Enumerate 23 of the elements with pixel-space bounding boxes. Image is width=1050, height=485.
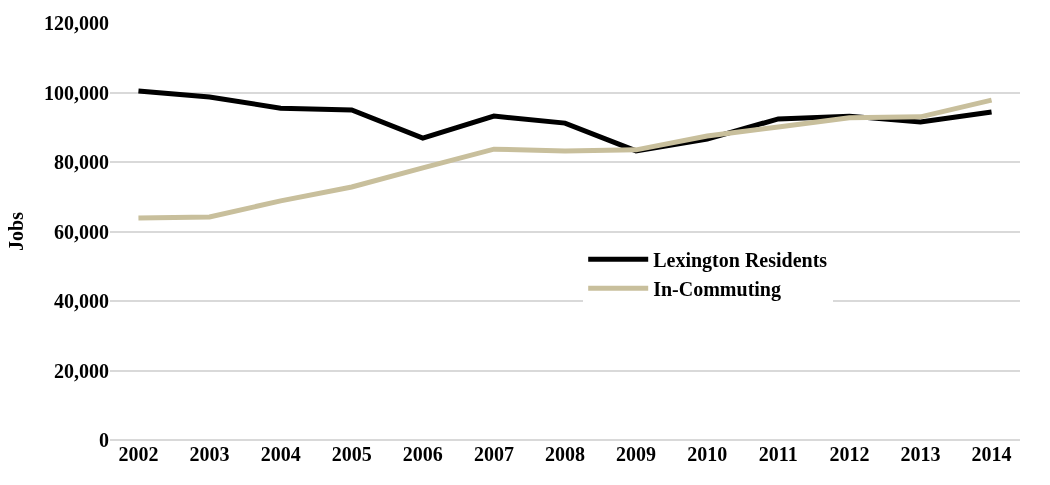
x-tick-label: 2006 xyxy=(402,443,443,465)
y-tick-label: 120,000 xyxy=(44,12,109,34)
x-tick-label: 2004 xyxy=(260,443,301,465)
y-tick-label: 0 xyxy=(99,429,109,451)
y-tick-label: 80,000 xyxy=(54,151,109,173)
x-tick-label: 2005 xyxy=(331,443,372,465)
x-tick-label: 2010 xyxy=(687,443,728,465)
x-tick-label: 2011 xyxy=(758,443,798,465)
y-tick-label: 60,000 xyxy=(54,220,109,243)
x-tick-label: 2013 xyxy=(900,443,941,465)
y-tick-label: 20,000 xyxy=(54,359,109,382)
y-axis-title: Jobs xyxy=(4,211,27,251)
x-tick-label: 2008 xyxy=(545,443,585,465)
x-tick-label: 2009 xyxy=(616,443,657,465)
x-tick-label: 2003 xyxy=(189,443,230,465)
x-tick-label: 2012 xyxy=(829,443,870,465)
y-tick-label: 40,000 xyxy=(54,290,109,312)
x-tick-label: 2014 xyxy=(971,443,1012,465)
legend-label: Lexington Residents xyxy=(653,249,828,273)
legend-label: In-Commuting xyxy=(653,278,781,302)
x-tick-label: 2007 xyxy=(473,443,514,465)
x-tick-label: 2002 xyxy=(118,443,159,465)
y-tick-label: 100,000 xyxy=(44,81,109,104)
